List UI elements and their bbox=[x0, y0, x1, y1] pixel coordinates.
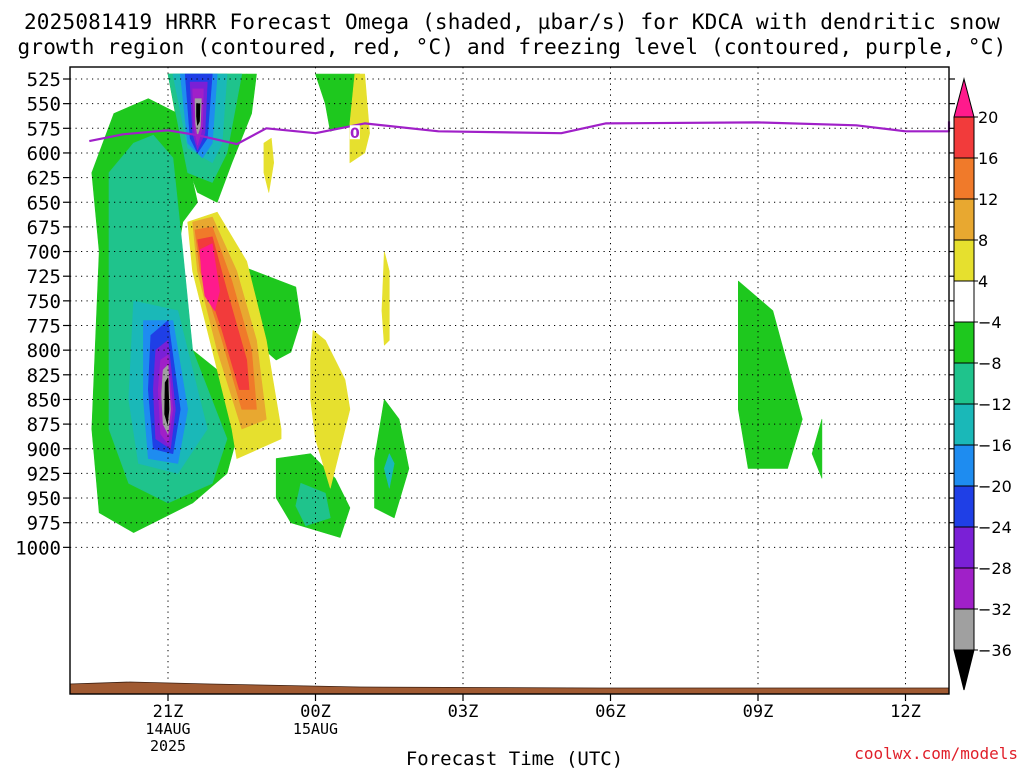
colorbar-label-12: −32 bbox=[978, 600, 1012, 619]
omega-region-31 bbox=[381, 251, 390, 346]
omega-region-11 bbox=[295, 482, 331, 527]
colorbar-label-3: 8 bbox=[978, 231, 988, 250]
x-tick-label-0-2: 2025 bbox=[150, 737, 186, 755]
y-tick-label-875: 875 bbox=[27, 414, 61, 436]
y-tick-label-650: 650 bbox=[27, 192, 61, 214]
colorbar-label-4: 4 bbox=[978, 272, 988, 291]
omega-region-14 bbox=[383, 453, 395, 489]
y-axis: 5255505756006256506757007257507758008258… bbox=[15, 69, 955, 559]
omega-shading bbox=[91, 73, 823, 538]
y-tick-label-925: 925 bbox=[27, 463, 61, 485]
colorbar-label-1: 16 bbox=[978, 149, 998, 168]
freezing-level-line bbox=[89, 121, 951, 146]
colorbar: 20 16 12 8 4 −4 −8 −12 −16 −20 −24 −28 −32 −36 bbox=[953, 77, 1012, 691]
chart-title-line-1: 2025081419 HRRR Forecast Omega (shaded, … bbox=[23, 10, 1001, 34]
omega-region-26 bbox=[196, 103, 201, 126]
colorbar-label-10: −24 bbox=[978, 518, 1012, 537]
colorbar-label-6: −8 bbox=[978, 354, 1002, 373]
colorbar-box-7 bbox=[953, 362, 975, 405]
omega-region-35 bbox=[199, 243, 220, 312]
x-tick-label-3-0: 00Z bbox=[300, 702, 331, 722]
y-tick-label-575: 575 bbox=[27, 118, 61, 140]
y-tick-label-525: 525 bbox=[27, 69, 61, 91]
colorbar-box-5 bbox=[953, 280, 975, 323]
colorbar-label-11: −28 bbox=[978, 559, 1012, 578]
colorbar-bottom-arrow bbox=[953, 649, 975, 691]
x-tick-label-0-1: 14AUG bbox=[145, 720, 190, 738]
freezing-level-contour: 0 bbox=[89, 121, 951, 146]
colorbar-label-7: −12 bbox=[978, 395, 1012, 414]
y-tick-label-975: 975 bbox=[27, 513, 61, 535]
y-tick-label-950: 950 bbox=[27, 488, 61, 510]
colorbar-box-9 bbox=[953, 444, 975, 487]
freezing-level-label: 0 bbox=[350, 126, 360, 142]
credit-link[interactable]: coolwx.com/models bbox=[854, 744, 1018, 763]
colorbar-label-5: −4 bbox=[978, 313, 1002, 332]
y-tick-label-850: 850 bbox=[27, 389, 61, 411]
y-tick-label-700: 700 bbox=[27, 242, 61, 264]
omega-region-28 bbox=[349, 73, 370, 164]
y-tick-label-625: 625 bbox=[27, 168, 61, 190]
x-tick-label-9-0: 06Z bbox=[595, 702, 626, 722]
colorbar-box-13 bbox=[953, 608, 975, 651]
plot-frame bbox=[69, 66, 950, 695]
colorbar-label-9: −20 bbox=[978, 477, 1012, 496]
colorbar-label-0: 20 bbox=[978, 108, 998, 127]
y-tick-label-675: 675 bbox=[27, 217, 61, 239]
x-tick-label-15-0: 12Z bbox=[890, 702, 921, 722]
omega-region-7 bbox=[737, 280, 803, 469]
x-tick-label-12-0: 09Z bbox=[743, 702, 774, 722]
omega-region-8 bbox=[811, 418, 823, 479]
y-tick-label-800: 800 bbox=[27, 340, 61, 362]
chart-title-line-2: growth region (contoured, red, °C) and f… bbox=[17, 35, 1007, 59]
y-tick-label-750: 750 bbox=[27, 291, 61, 313]
y-tick-label-900: 900 bbox=[27, 439, 61, 461]
y-tick-label-600: 600 bbox=[27, 143, 61, 165]
freezing-level-label-bg bbox=[349, 125, 360, 140]
y-tick-label-825: 825 bbox=[27, 365, 61, 387]
colorbar-top-arrow bbox=[953, 77, 975, 118]
colorbar-box-12 bbox=[953, 567, 975, 610]
y-tick-label-725: 725 bbox=[27, 266, 61, 288]
colorbar-box-1 bbox=[953, 116, 975, 159]
grid-lines bbox=[70, 67, 949, 694]
colorbar-label-13: −36 bbox=[978, 641, 1012, 660]
colorbar-box-6 bbox=[953, 321, 975, 364]
x-tick-label-3-1: 15AUG bbox=[293, 720, 338, 738]
y-tick-label-550: 550 bbox=[27, 94, 61, 116]
y-tick-label-1000: 1000 bbox=[15, 537, 61, 559]
omega-region-25 bbox=[164, 377, 170, 425]
x-tick-label-0-0: 21Z bbox=[153, 702, 184, 722]
x-tick-label-6-0: 03Z bbox=[448, 702, 479, 722]
colorbar-box-10 bbox=[953, 485, 975, 528]
terrain-fill bbox=[69, 681, 950, 695]
colorbar-box-2 bbox=[953, 157, 975, 200]
colorbar-box-8 bbox=[953, 403, 975, 446]
colorbar-label-8: −16 bbox=[978, 436, 1012, 455]
y-tick-label-775: 775 bbox=[27, 316, 61, 338]
colorbar-label-2: 12 bbox=[978, 190, 998, 209]
x-axis-label: Forecast Time (UTC) bbox=[405, 748, 624, 770]
colorbar-box-3 bbox=[953, 198, 975, 241]
terrain-band bbox=[69, 681, 950, 695]
omega-region-29 bbox=[263, 137, 275, 193]
colorbar-box-11 bbox=[953, 526, 975, 569]
colorbar-box-4 bbox=[953, 239, 975, 282]
